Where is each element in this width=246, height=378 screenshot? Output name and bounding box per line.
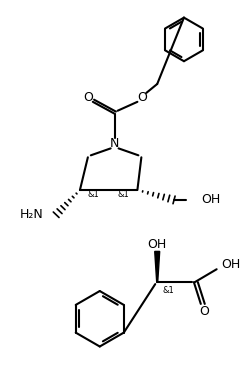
Text: OH: OH: [148, 238, 167, 251]
Text: OH: OH: [222, 258, 241, 271]
Text: &1: &1: [118, 191, 129, 200]
Text: O: O: [83, 91, 93, 104]
Text: O: O: [199, 305, 209, 318]
Text: H₂N: H₂N: [19, 208, 43, 221]
Text: N: N: [110, 137, 119, 150]
Text: OH: OH: [201, 194, 220, 206]
Polygon shape: [155, 251, 160, 282]
Text: O: O: [138, 91, 147, 104]
Text: &1: &1: [162, 285, 174, 294]
Text: &1: &1: [88, 191, 100, 200]
